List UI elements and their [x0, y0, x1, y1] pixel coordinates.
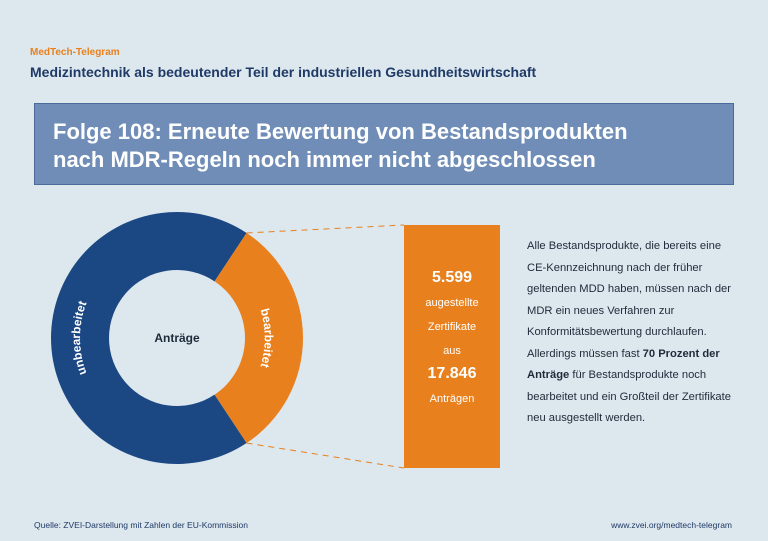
slice-unbearbeitet [51, 212, 247, 465]
brand-label: MedTech-Telegram [30, 47, 120, 58]
slice-label-bearbeitet: bearbeitet [258, 307, 276, 370]
title-banner: Folge 108: Erneute Bewertung von Bestand… [34, 103, 734, 185]
title-line-2: nach MDR-Regeln noch immer nicht abgesch… [53, 147, 596, 172]
slice-label-unbearbeitet: unbearbeitet [69, 299, 89, 377]
callout-text-1: augestellte [425, 297, 479, 309]
connector-line-top [246, 224, 405, 234]
title-line-1: Folge 108: Erneute Bewertung von Bestand… [53, 119, 628, 144]
description-part-1: Alle Bestandsprodukte, die bereits eine … [527, 240, 731, 360]
description-text: Alle Bestandsprodukte, die bereits eine … [527, 236, 742, 430]
callout-number-total: 17.846 [427, 365, 477, 382]
donut-center-label: Anträge [154, 331, 200, 345]
callout-text-3: aus [443, 345, 461, 357]
callout-box: 5.599 augestellte Zertifikate aus 17.846… [404, 225, 500, 468]
description-bold: 70 Prozent der Anträge [527, 347, 720, 382]
source-note: Quelle: ZVEI-Darstellung mit Zahlen der … [34, 520, 248, 530]
page-title: Folge 108: Erneute Bewertung von Bestand… [53, 118, 723, 174]
slice-bearbeitet [214, 232, 303, 444]
callout-text-4: Anträgen [429, 393, 475, 405]
callout-text-2: Zertifikate [427, 321, 477, 333]
callout-number-issued: 5.599 [431, 269, 473, 286]
page-subtitle: Medizintechnik als bedeutender Teil der … [30, 64, 537, 80]
description-part-2: für Bestandsprodukte noch bearbeitet und… [527, 369, 731, 424]
connector-line-bottom [246, 442, 405, 469]
footer-url: www.zvei.org/medtech-telegram [611, 520, 732, 530]
